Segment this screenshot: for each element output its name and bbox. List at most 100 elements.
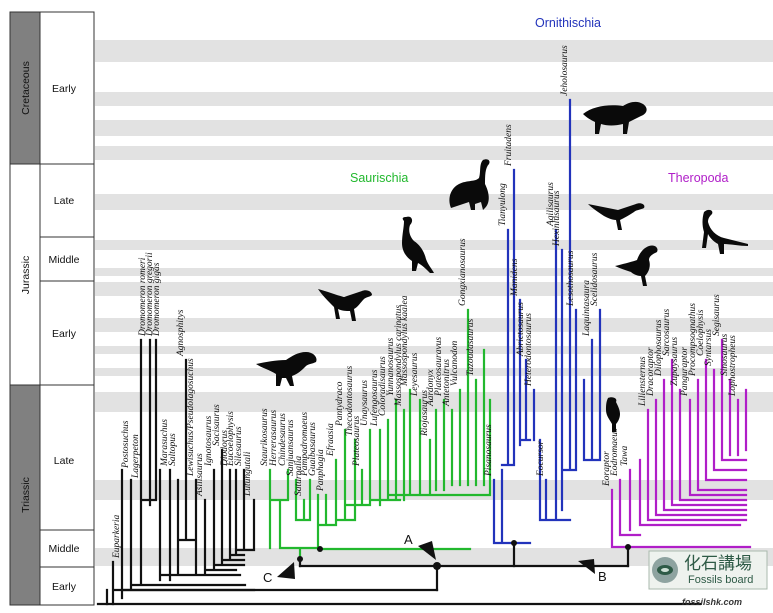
- taxon-label: Diodorus: [220, 430, 230, 467]
- arrow-b: [578, 559, 595, 574]
- sauropodomorph-silhouette-icon: [449, 159, 490, 210]
- node-arrows: A B C: [263, 532, 607, 585]
- time-band: [95, 346, 773, 354]
- time-band: [95, 146, 773, 160]
- prosauropod-silhouette-icon: [402, 216, 434, 273]
- clade-title-theropoda: Theropoda: [668, 171, 729, 185]
- node-dot-saurischia: [297, 556, 303, 562]
- taxon-label: Antetonitrus: [442, 359, 452, 407]
- taxon-label: Eoraptor: [602, 451, 612, 487]
- theropod-silhouette-2-icon: [615, 245, 658, 286]
- epoch-box-cretaceous-early: [39, 11, 95, 165]
- taxon-label: Yunnanosaurus: [386, 337, 396, 396]
- taxon-label: Dromomeron romeri: [138, 257, 148, 337]
- taxon-label: Tianyulong: [498, 183, 508, 226]
- taxon-label: Gongxianosaurus: [458, 238, 468, 306]
- saurischia-branches: [268, 308, 492, 561]
- epoch-label-jurassic-early: Early: [52, 328, 77, 340]
- taxon-label: Saltopus: [168, 433, 178, 466]
- taxon-label: Lesothosaurus: [566, 250, 576, 307]
- ceratopsian-silhouette-icon: [583, 101, 647, 134]
- node-markers: [297, 540, 631, 570]
- time-band: [95, 240, 773, 250]
- phylogenetic-tree: [96, 98, 752, 606]
- time-band: [95, 40, 773, 62]
- dinosaur-silhouettes: [256, 101, 748, 432]
- epoch-label-jurassic-late: Late: [54, 195, 75, 207]
- taxon-label: Thecodontosaurus: [345, 366, 355, 437]
- taxon-labels: Euparkeria Postosuchus Lagerpeton Dromomero…: [112, 45, 738, 559]
- taxon-label: Laquintasaura: [582, 280, 592, 337]
- theropod-silhouette-1-icon: [588, 203, 645, 230]
- node-dot-a: [433, 562, 441, 570]
- time-band: [95, 92, 773, 106]
- epoch-box-triassic-early: [39, 566, 95, 606]
- clade-title-ornithischia: Ornithischia: [535, 16, 601, 30]
- taxon-label: Abrictosaurus: [516, 302, 526, 357]
- taxon-label: Manidens: [510, 258, 520, 297]
- taxon-label: Pampadromaeus: [300, 412, 310, 477]
- epoch-label-jurassic-middle: Middle: [49, 254, 80, 266]
- taxon-label: Lophostropheus: [728, 335, 738, 397]
- dinosauromorph-branches: [120, 338, 256, 600]
- taxon-label: Procompsognathus: [688, 303, 698, 377]
- taxon-label: Marasuchus: [160, 419, 170, 467]
- taxon-label: Saturnalia: [294, 456, 304, 496]
- taxon-label: Lutungutali: [243, 451, 253, 497]
- coelophysoid-silhouette-icon: [702, 209, 748, 254]
- node-a-branch: [298, 564, 630, 592]
- node-label-a: A: [404, 532, 413, 547]
- time-band: [95, 480, 773, 500]
- taxon-label: Sinosaurus: [720, 333, 730, 376]
- taxon-label: Postosuchus: [121, 420, 131, 469]
- watermark-english: Fossils board: [688, 574, 753, 586]
- taxon-label: Staurikosaurus: [260, 408, 270, 466]
- epoch-box-triassic-late: [39, 384, 95, 531]
- time-band: [95, 318, 773, 332]
- epoch-label-triassic-late: Late: [54, 455, 75, 467]
- taxon-label: Euparkeria: [112, 514, 122, 559]
- site-url: fossilshk.com: [682, 597, 742, 607]
- period-label-triassic: Triassic: [20, 477, 32, 513]
- taxon-label: Coloradisaurus: [378, 356, 388, 416]
- epoch-label-cretaceous-early: Early: [52, 83, 77, 95]
- taxon-label: Dracoraptor: [646, 347, 656, 397]
- time-bands: [95, 40, 773, 566]
- taxon-label: Sanjuansaurus: [286, 419, 296, 476]
- node-dot-saurischia-inner: [317, 546, 323, 552]
- taxon-label: Riojasaurus: [420, 390, 430, 437]
- theropoda-branches: [610, 338, 752, 549]
- period-label-cretaceous: Cretaceous: [20, 61, 32, 115]
- taxon-label: Leyesaurus: [410, 352, 420, 397]
- epoch-box-jurassic-early: [39, 280, 95, 386]
- taxon-label: Panguraptor: [680, 347, 690, 397]
- epoch-box-triassic-middle: [39, 529, 95, 568]
- taxon-label: Ignotosaurus: [204, 416, 214, 467]
- node-dot-theropoda: [625, 544, 631, 550]
- small-saurischian-silhouette-icon: [318, 289, 372, 321]
- taxon-label: Eocursor: [536, 440, 546, 477]
- node-label-c: C: [263, 570, 272, 585]
- taxon-label: Agilisaurus: [546, 182, 556, 227]
- herrerasaurus-silhouette-icon: [256, 352, 317, 386]
- taxon-label: Dromomeron gigas: [152, 262, 162, 337]
- epoch-box-jurassic-late: [39, 163, 95, 238]
- taxon-label: Vulcanodon: [450, 341, 460, 386]
- epoch-label-triassic-early: Early: [52, 581, 77, 593]
- period-label-jurassic: Jurassic: [20, 256, 32, 295]
- period-box-jurassic: [9, 163, 41, 386]
- taxon-label: Massospondylus kaalea: [400, 295, 410, 387]
- fossils-board-watermark: 化石講場 Fossils board: [648, 550, 768, 590]
- taxon-label: Sacisaurus: [212, 404, 222, 446]
- taxon-label: Agnosphitys: [176, 309, 186, 357]
- watermark-chinese: 化石講場: [684, 554, 752, 574]
- taxon-label: Jeholosaurus: [560, 45, 570, 96]
- taxon-label: Hexinlusaurus: [552, 190, 562, 247]
- taxon-label: Plateosauravus: [434, 337, 444, 397]
- taxon-label: Massospondylus carinatus: [394, 305, 404, 407]
- taxon-label: Tazoudasaurus: [466, 318, 476, 376]
- taxon-label: Guaibasaurus: [308, 422, 318, 476]
- time-scale: Cretaceous Jurassic Triassic Early Late …: [9, 11, 95, 606]
